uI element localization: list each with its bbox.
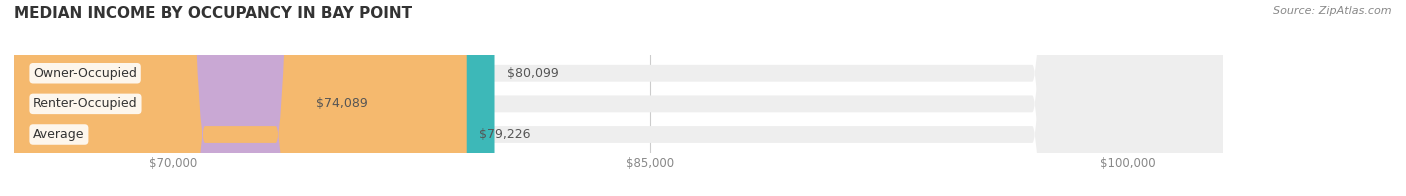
- FancyBboxPatch shape: [14, 0, 1223, 196]
- FancyBboxPatch shape: [14, 0, 304, 196]
- Text: Renter-Occupied: Renter-Occupied: [34, 97, 138, 110]
- FancyBboxPatch shape: [14, 0, 467, 196]
- FancyBboxPatch shape: [14, 0, 495, 196]
- Text: Average: Average: [34, 128, 84, 141]
- Text: MEDIAN INCOME BY OCCUPANCY IN BAY POINT: MEDIAN INCOME BY OCCUPANCY IN BAY POINT: [14, 6, 412, 21]
- Text: $80,099: $80,099: [508, 67, 560, 80]
- Text: $79,226: $79,226: [479, 128, 531, 141]
- Text: Source: ZipAtlas.com: Source: ZipAtlas.com: [1274, 6, 1392, 16]
- FancyBboxPatch shape: [14, 0, 1223, 196]
- FancyBboxPatch shape: [14, 0, 1223, 196]
- Text: Owner-Occupied: Owner-Occupied: [34, 67, 136, 80]
- Text: $74,089: $74,089: [316, 97, 368, 110]
